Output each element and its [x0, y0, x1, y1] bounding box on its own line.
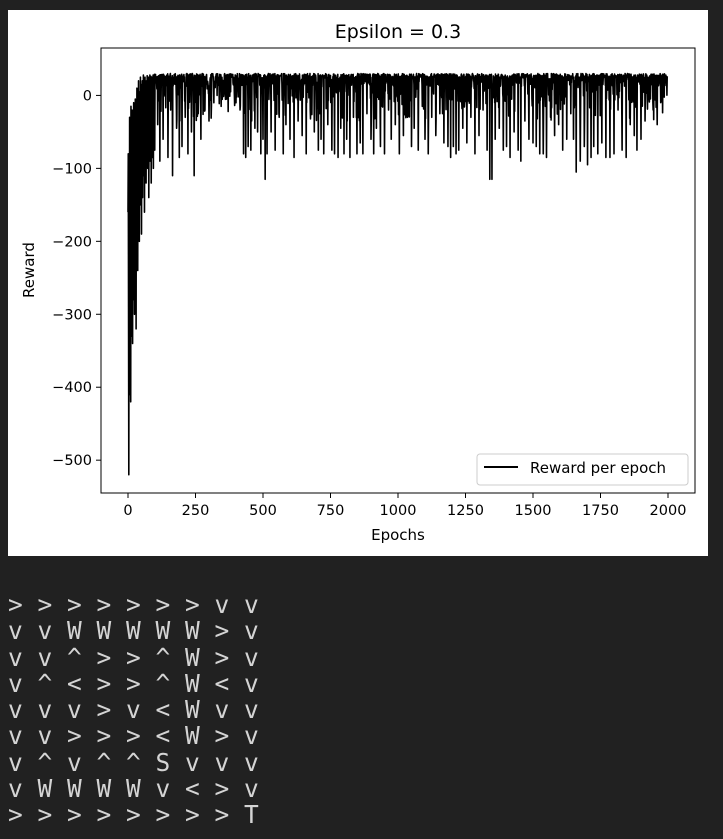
chart-panel: Epsilon = 0.3 0 250 500 750 1000 1250 1500 1750…	[8, 10, 708, 556]
x-tick-label: 250	[182, 503, 210, 519]
x-tick-label: 2000	[650, 503, 687, 519]
policy-grid-row: > > > > > > > > T	[8, 800, 259, 830]
x-tick-label: 0	[123, 503, 132, 519]
y-tick-label: −100	[52, 161, 92, 177]
legend-box	[476, 453, 689, 486]
policy-grid-row: v ^ < > > ^ W < v	[8, 668, 259, 698]
y-tick-label: −300	[52, 307, 92, 323]
legend: Reward per epoch	[476, 453, 689, 486]
policy-grid-row: v v v > v < W v v	[8, 695, 259, 725]
y-tick-label: 0	[83, 88, 92, 104]
x-axis: 0 250 500 750 1000 1250 1500 1750 2000	[123, 493, 686, 519]
policy-grid-row: > > > > > > > v v	[8, 590, 259, 619]
policy-grid-row: v v > > > < W > v	[8, 721, 259, 751]
legend-label: Reward per epoch	[530, 459, 666, 477]
y-axis-label: Reward	[20, 242, 38, 298]
y-tick-label: −400	[52, 380, 92, 396]
y-tick-label: −500	[52, 453, 92, 469]
chart-title: Epsilon = 0.3	[335, 21, 461, 43]
x-axis-label: Epochs	[371, 526, 425, 544]
policy-grid-row: v v W W W W W > v	[8, 616, 259, 646]
x-tick-label: 500	[249, 503, 277, 519]
x-tick-label: 1750	[582, 503, 619, 519]
reward-chart: Epsilon = 0.3 0 250 500 750 1000 1250 1500 1750…	[20, 21, 696, 544]
policy-grid-row: v v ^ > > ^ W > v	[8, 642, 259, 672]
plot-area	[127, 72, 669, 476]
y-tick-label: −200	[52, 234, 92, 250]
policy-grid-row: v W W W W v < > v	[8, 774, 259, 804]
y-axis: 0 −100 −200 −300 −400 −500	[52, 88, 101, 469]
x-tick-label: 1500	[515, 503, 552, 519]
x-tick-label: 1250	[447, 503, 484, 519]
x-tick-label: 1000	[380, 503, 417, 519]
x-tick-label: 750	[317, 503, 345, 519]
reward-line	[127, 72, 669, 476]
policy-grid-row: v ^ v ^ ^ S v v v	[8, 747, 259, 777]
